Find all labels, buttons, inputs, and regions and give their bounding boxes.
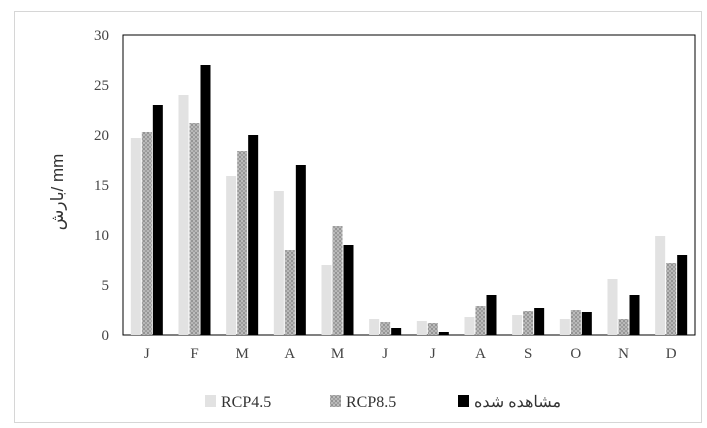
bar — [655, 236, 666, 335]
bar — [666, 263, 677, 335]
x-tick-label: A — [475, 346, 486, 362]
x-tick-label: M — [235, 346, 248, 362]
plot-area — [122, 34, 696, 336]
bar — [677, 255, 688, 335]
legend-entry: RCP4.5 — [221, 394, 271, 411]
legend-entry: مشاهده شده — [474, 394, 561, 411]
y-tick-label: 5 — [102, 278, 110, 294]
bar — [416, 321, 427, 335]
y-tick-label: 0 — [102, 328, 110, 344]
legend-swatch — [330, 395, 341, 407]
bar — [332, 226, 343, 335]
bar — [141, 132, 152, 335]
bar — [427, 323, 438, 335]
bar — [570, 310, 581, 335]
bar — [475, 306, 486, 335]
bar — [629, 295, 640, 335]
legend-swatch — [458, 395, 469, 407]
y-tick-label: 20 — [94, 128, 109, 144]
y-tick-label: 10 — [94, 228, 109, 244]
bar — [438, 332, 449, 335]
legend-entry: RCP8.5 — [346, 394, 396, 411]
bar — [248, 135, 259, 335]
y-tick-label: 25 — [94, 78, 109, 94]
bar — [200, 65, 211, 335]
bar — [343, 245, 354, 335]
plot-border — [122, 34, 696, 336]
x-tick-label: J — [430, 346, 436, 362]
bar — [559, 319, 570, 335]
x-tick-label: A — [284, 346, 295, 362]
x-tick-label: J — [382, 346, 388, 362]
bar — [189, 123, 200, 335]
y-axis-ticks: 0 5 10 15 20 25 30 — [94, 28, 109, 344]
bar — [369, 319, 380, 335]
bar — [581, 312, 592, 335]
y-tick-label: 15 — [94, 178, 109, 194]
chart-frame: 0 5 10 15 20 25 30 J F M A M J J A S O N D mm /بارش RCP4.… — [14, 11, 702, 423]
x-tick-label: O — [570, 346, 581, 362]
bar — [512, 315, 523, 335]
legend-swatch — [205, 395, 216, 407]
bar — [130, 138, 141, 335]
bar — [273, 191, 284, 335]
bar — [295, 165, 306, 335]
bar — [152, 105, 163, 335]
bar — [391, 328, 402, 335]
bar — [534, 308, 545, 335]
x-tick-label: N — [618, 346, 629, 362]
chart: 0 5 10 15 20 25 30 J F M A M J J A S O N D mm /بارش RCP4.… — [48, 28, 696, 411]
x-tick-label: D — [666, 346, 677, 362]
bar — [237, 151, 248, 335]
bar — [618, 319, 629, 335]
x-tick-label: F — [190, 346, 198, 362]
x-tick-label: S — [524, 346, 532, 362]
bar — [178, 95, 189, 335]
bar — [321, 265, 332, 335]
x-tick-label: J — [144, 346, 150, 362]
bar — [226, 176, 237, 335]
y-axis-label: mm /بارش — [48, 154, 67, 231]
y-tick-label: 30 — [94, 28, 109, 44]
bar — [464, 317, 475, 335]
bar — [486, 295, 497, 335]
bars — [130, 65, 688, 335]
legend: RCP4.5 RCP8.5 مشاهده شده — [205, 394, 561, 411]
bar — [523, 311, 534, 335]
bar — [380, 322, 391, 335]
bar — [607, 279, 618, 335]
bar — [284, 250, 295, 335]
x-tick-label: M — [331, 346, 344, 362]
